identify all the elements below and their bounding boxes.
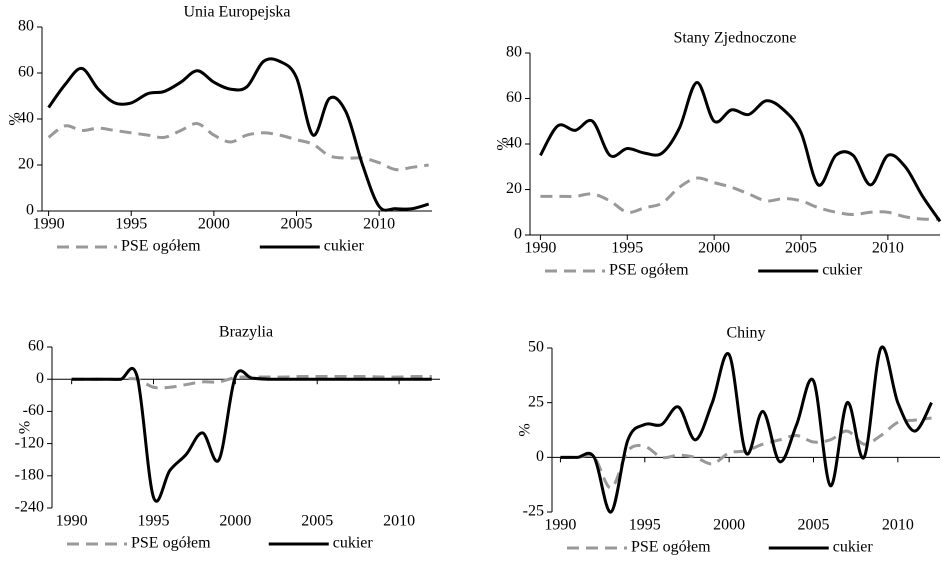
x-tick-label: 1990 bbox=[524, 240, 556, 257]
legend-label: cukier bbox=[333, 535, 374, 552]
legend-label: cukier bbox=[822, 262, 863, 279]
chart-title: Stany Zjednoczone bbox=[673, 30, 796, 47]
y-tick-label: -60 bbox=[23, 402, 44, 419]
x-tick-label: 2005 bbox=[280, 216, 312, 233]
legend-label: PSE ogółem bbox=[631, 539, 711, 556]
y-axis-label: % bbox=[495, 137, 512, 150]
chart-title: Chiny bbox=[726, 325, 765, 342]
x-tick-label: 2000 bbox=[198, 216, 230, 233]
x-tick-label: 1990 bbox=[56, 513, 88, 530]
x-tick-label: 1990 bbox=[544, 517, 576, 534]
legend-label: PSE ogółem bbox=[609, 262, 689, 279]
x-tick-label: 2005 bbox=[797, 517, 829, 534]
x-tick-label: 1995 bbox=[138, 513, 170, 530]
panel: Chiny% -25 0 25 50 1990 1995 2000 2005 2010 PSE og… bbox=[517, 325, 940, 556]
y-tick-label: 40 bbox=[506, 135, 522, 152]
series-line bbox=[560, 345, 933, 514]
legend-label: PSE ogółem bbox=[121, 238, 201, 255]
x-tick-label: 2010 bbox=[383, 513, 415, 530]
x-tick-label: 1990 bbox=[33, 216, 65, 233]
x-tick-label: 1995 bbox=[629, 517, 661, 534]
y-tick-label: 20 bbox=[506, 180, 522, 197]
series-line bbox=[539, 81, 942, 223]
series-line bbox=[47, 57, 430, 212]
panel: Brazylia% -240 -180 -120 -60 0 60 1990 1995 2000 2… bbox=[15, 324, 440, 552]
x-tick-label: 2000 bbox=[713, 517, 745, 534]
y-tick-label: 50 bbox=[528, 339, 544, 356]
y-tick-label: 0 bbox=[36, 370, 44, 387]
x-tick-label: 2005 bbox=[301, 513, 333, 530]
y-tick-label: 80 bbox=[506, 44, 522, 61]
panel: Unia Europejska% 0 20 40 60 80 1990 1995 2000 200… bbox=[7, 4, 432, 255]
y-tick-label: 80 bbox=[18, 18, 34, 35]
series-line bbox=[540, 176, 941, 221]
x-tick-label: 1995 bbox=[115, 216, 147, 233]
series-line bbox=[71, 374, 432, 390]
chart-title: Unia Europejska bbox=[183, 4, 290, 21]
x-tick-label: 2010 bbox=[882, 517, 914, 534]
y-tick-label: 0 bbox=[536, 448, 544, 465]
y-tick-label: 0 bbox=[514, 226, 522, 243]
y-tick-label: 60 bbox=[18, 64, 34, 81]
legend-label: cukier bbox=[833, 539, 874, 556]
y-tick-label: -120 bbox=[15, 434, 44, 451]
legend-label: cukier bbox=[324, 238, 365, 255]
y-tick-label: 20 bbox=[18, 156, 34, 173]
y-axis-label: % bbox=[17, 421, 34, 434]
y-tick-label: -25 bbox=[523, 503, 544, 520]
x-tick-label: 2005 bbox=[785, 240, 817, 257]
y-tick-label: -180 bbox=[15, 466, 44, 483]
y-axis-label: % bbox=[7, 112, 24, 125]
y-tick-label: 25 bbox=[528, 393, 544, 410]
y-tick-label: -240 bbox=[15, 499, 44, 516]
x-tick-label: 2000 bbox=[698, 240, 730, 257]
legend-label: PSE ogółem bbox=[131, 535, 211, 552]
y-tick-label: 40 bbox=[18, 110, 34, 127]
series-line bbox=[71, 367, 432, 503]
chart-title: Brazylia bbox=[219, 324, 273, 341]
y-axis-label: % bbox=[517, 423, 534, 436]
x-tick-label: 2000 bbox=[219, 513, 251, 530]
y-tick-label: 60 bbox=[28, 338, 44, 355]
panel: Stany Zjednoczone% 0 20 40 60 80 1990 1995 2000 2… bbox=[495, 30, 942, 279]
x-tick-label: 2010 bbox=[363, 216, 395, 233]
y-tick-label: 0 bbox=[26, 202, 34, 219]
y-tick-label: 60 bbox=[506, 89, 522, 106]
series-line bbox=[47, 122, 429, 172]
x-tick-label: 2010 bbox=[872, 240, 904, 257]
x-tick-label: 1995 bbox=[611, 240, 643, 257]
